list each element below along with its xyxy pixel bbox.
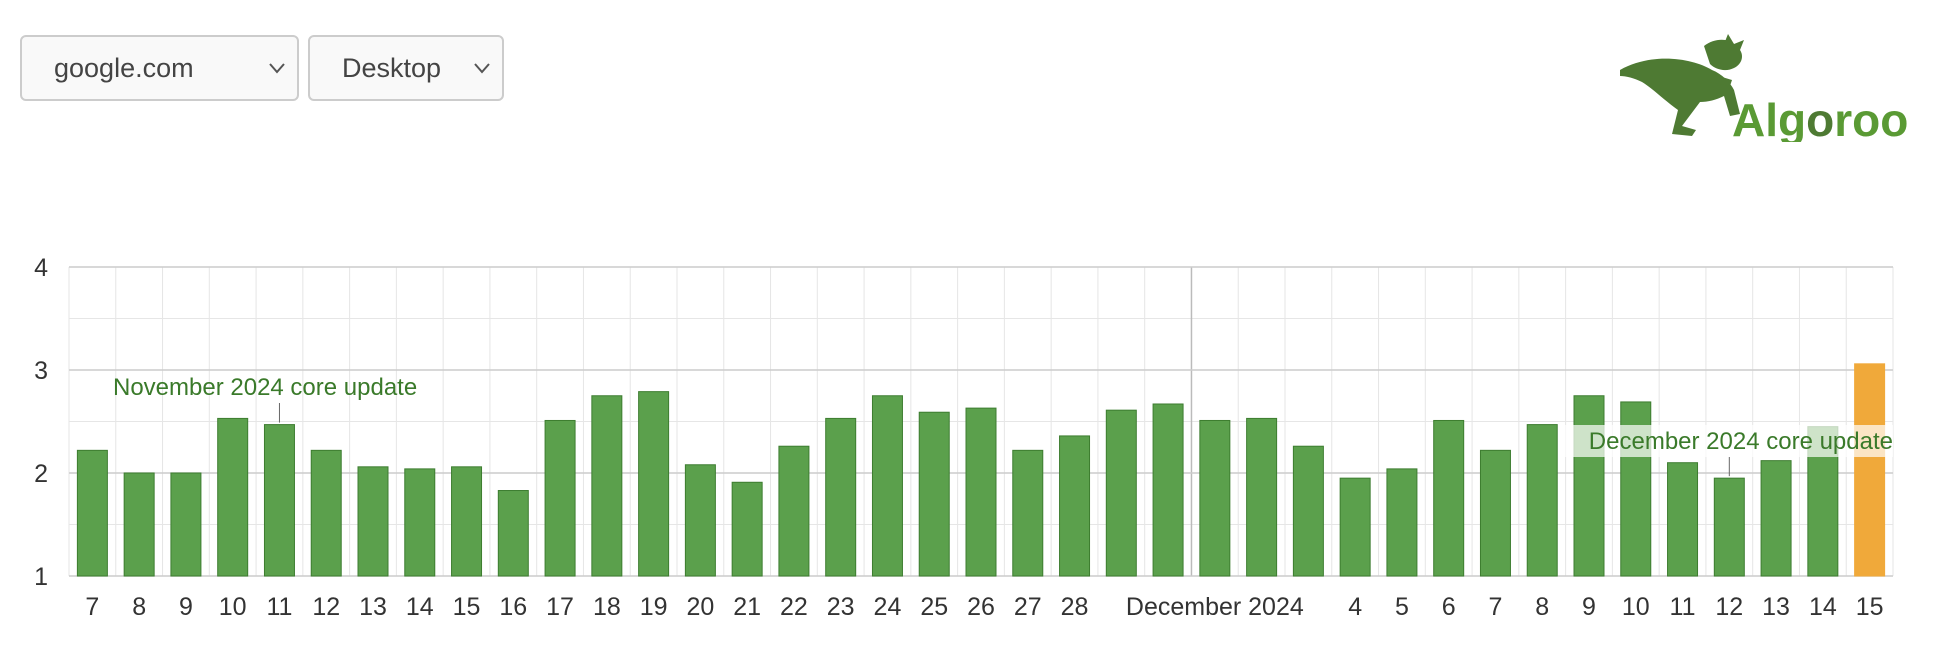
x-tick-label: 9 <box>179 593 193 621</box>
site-select[interactable]: google.com <box>20 35 299 101</box>
y-tick-label: 4 <box>34 254 48 282</box>
bar <box>1012 449 1044 577</box>
bar <box>1152 403 1184 577</box>
x-tick-label: 25 <box>920 593 948 621</box>
y-tick-label: 3 <box>34 357 48 385</box>
x-tick-label: 8 <box>1535 593 1549 621</box>
x-tick-label: 12 <box>312 593 340 621</box>
bar <box>1292 445 1324 577</box>
bar <box>684 464 716 577</box>
x-tick-label: 12 <box>1715 593 1743 621</box>
bar <box>918 411 950 577</box>
x-tick-label: 20 <box>686 593 714 621</box>
x-tick-label: 17 <box>546 593 574 621</box>
bar <box>1760 460 1792 577</box>
x-tick-label: 23 <box>827 593 855 621</box>
x-axis-ticks: 7 8 9 10 11 12 13 14 15 16 17 18 19 20 21 22 23 24 25 26 27 2… <box>85 593 1883 621</box>
x-tick-label: December 2024 <box>1126 593 1304 621</box>
bar <box>1479 449 1511 577</box>
logo-text: Algoroo <box>1732 94 1908 142</box>
x-tick-label: 15 <box>1856 593 1884 621</box>
x-tick-label: 5 <box>1395 593 1409 621</box>
bar <box>871 395 903 577</box>
algoroo-logo: Algoroo <box>1620 34 1908 142</box>
bar <box>123 472 155 577</box>
bar <box>731 481 763 577</box>
bar <box>451 466 483 577</box>
bar <box>778 445 810 577</box>
annotations: November 2024 core update December 2024 c… <box>113 374 1893 477</box>
bar <box>170 472 202 577</box>
x-tick-label: 10 <box>1622 593 1650 621</box>
x-tick-label: 28 <box>1061 593 1089 621</box>
bar <box>1526 424 1558 577</box>
bar <box>1105 409 1137 577</box>
bars <box>76 363 1886 577</box>
bar <box>1433 419 1465 577</box>
bar <box>544 419 576 577</box>
x-tick-label: 13 <box>359 593 387 621</box>
bar <box>76 449 108 577</box>
bar <box>638 391 670 577</box>
x-tick-label: 26 <box>967 593 995 621</box>
x-tick-label: 10 <box>219 593 247 621</box>
x-tick-label: 13 <box>1762 593 1790 621</box>
x-tick-label: 22 <box>780 593 808 621</box>
bar <box>404 468 436 577</box>
site-select-value: google.com <box>54 52 194 83</box>
x-tick-label: 14 <box>406 593 434 621</box>
x-tick-label: 27 <box>1014 593 1042 621</box>
y-axis-ticks: 1 2 3 4 <box>34 254 48 591</box>
bar <box>263 424 295 577</box>
chevron-down-icon <box>269 63 285 74</box>
x-tick-label: 16 <box>499 593 527 621</box>
y-tick-label: 1 <box>34 563 48 591</box>
x-tick-label: 9 <box>1582 593 1596 621</box>
x-tick-label: 6 <box>1442 593 1456 621</box>
bar <box>1386 468 1418 577</box>
x-tick-label: 7 <box>85 593 99 621</box>
device-select-value: Desktop <box>342 52 442 83</box>
bar <box>217 417 249 577</box>
x-tick-label: 18 <box>593 593 621 621</box>
bar <box>1573 395 1605 577</box>
bar <box>310 449 342 577</box>
device-select[interactable]: Desktop <box>308 35 504 101</box>
bar-highlighted <box>1854 363 1886 577</box>
bar <box>965 407 997 577</box>
bar <box>1339 477 1371 577</box>
bar <box>825 417 857 577</box>
kangaroo-icon <box>1620 34 1744 136</box>
bar <box>1199 419 1231 577</box>
bar <box>497 490 529 577</box>
bar <box>357 466 389 577</box>
bar <box>1667 462 1699 577</box>
x-tick-label: 21 <box>733 593 761 621</box>
annotation-background <box>1562 425 1893 457</box>
x-tick-label: 14 <box>1809 593 1837 621</box>
x-tick-label: 15 <box>453 593 481 621</box>
x-tick-label: 19 <box>640 593 668 621</box>
bar <box>1059 435 1091 577</box>
annotation-label: December 2024 core update <box>1589 428 1893 455</box>
x-tick-label: 24 <box>874 593 902 621</box>
x-tick-label: 8 <box>132 593 146 621</box>
x-tick-label: 7 <box>1489 593 1503 621</box>
chevron-down-icon <box>474 63 490 74</box>
y-tick-label: 2 <box>34 460 48 488</box>
x-tick-label: 11 <box>266 593 292 621</box>
bar <box>1246 417 1278 577</box>
annotation-label: November 2024 core update <box>113 374 417 401</box>
x-tick-label: 11 <box>1670 593 1696 621</box>
x-tick-label: 4 <box>1348 593 1362 621</box>
bar <box>1713 477 1745 577</box>
bar <box>591 395 623 577</box>
